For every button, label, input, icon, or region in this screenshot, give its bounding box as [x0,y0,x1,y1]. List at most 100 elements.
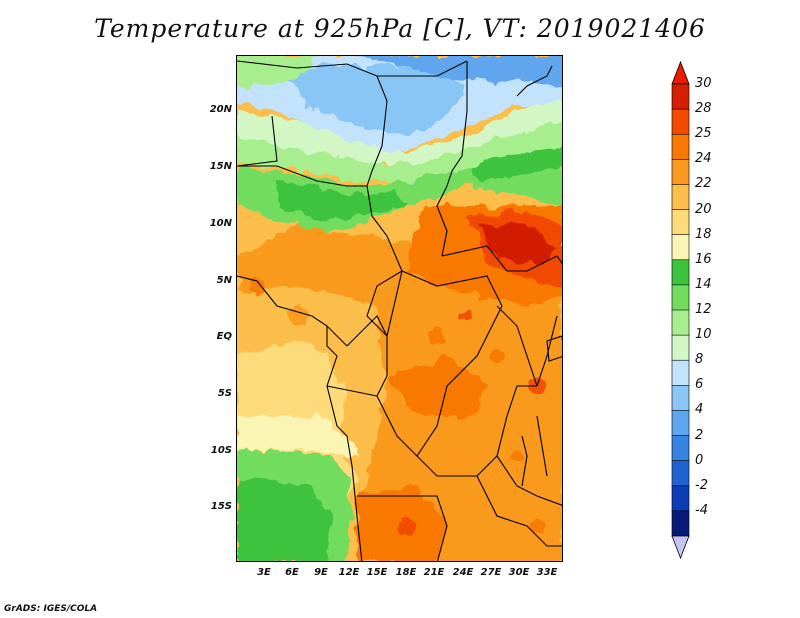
contour-fill-16-atlantic [237,476,332,561]
contour-fill-16-sudan [467,141,562,181]
contour-fill-10 [237,96,562,166]
colorbar-swatch [671,410,690,437]
colorbar-label: 30 [695,76,712,91]
colorbar-swatch [671,259,690,286]
colorbar-label: 4 [695,402,704,418]
colorbar-label: 12 [695,302,712,317]
border-line [401,270,503,307]
colorbar-label: 20 [695,201,712,217]
colorbar-swatch [671,159,690,186]
border-line [346,305,503,457]
border-line [496,305,538,387]
colorbar-label: 0 [695,452,704,468]
colorbar-swatch [671,133,690,161]
colorbar-swatch [671,234,690,261]
colorbar-swatch [671,359,690,387]
credit-text: GrADS: IGES/COLA [4,604,98,614]
colorbar-label: 2 [695,427,704,443]
map-panel [236,55,563,562]
colorbar-label: 14 [695,276,712,292]
colorbar-label: -4 [695,502,708,518]
colorbar-label: 10 [695,327,712,343]
contour-fill-16-sahel [277,181,407,221]
border-line [366,270,403,338]
lat-tick-label: 15S [210,501,232,512]
colorbar-swatch [671,460,690,487]
lon-tick-label: 15E [366,567,388,578]
lon-tick-label: 24E [452,567,474,578]
border-line [366,185,403,272]
contour-fill-12 [237,111,562,181]
lat-tick-label: 15N [209,161,232,172]
colorbar-swatch [671,309,690,336]
border-line [536,315,558,387]
colorbar-swatch [671,385,690,412]
lon-tick-label: 9E [314,567,328,578]
border-line [556,255,562,265]
colorbar-swatch [671,485,690,512]
colorbar-swatch [671,184,690,211]
colorbar-swatch [671,510,690,537]
lat-tick-label: 10N [209,218,232,229]
lake-outline [536,415,548,477]
lat-tick-label: EQ [216,331,232,342]
contour-fill-18 [237,416,357,456]
border-line [366,75,388,187]
lat-tick-label: 20N [209,104,232,115]
coastline [516,65,553,97]
contour-fill-6 [277,66,467,136]
speckle [429,328,445,344]
colorbar-swatch [671,108,690,136]
lon-tick-label: 3E [257,567,271,578]
lon-tick-label: 30E [508,567,530,578]
speckle [287,306,307,326]
colorbar-swatch [671,209,690,236]
speckle [511,450,523,462]
colorbar-swatch [671,83,690,110]
colorbar-label: 16 [695,251,712,267]
colorbar-bottom-arrow [671,535,690,560]
colorbar-label: 25 [695,126,712,142]
colorbar [671,60,690,560]
border-line [446,61,468,187]
lon-tick-label: 18E [395,567,417,578]
lake-outline [521,435,528,487]
lat-tick-label: 5S [217,388,232,399]
contour-fill-30 [477,224,557,266]
lake-outline [546,335,562,362]
coastline [326,326,363,561]
coastline [237,275,348,347]
speckle [461,310,473,322]
border-line [436,185,448,257]
colorbar-label: 28 [695,101,712,117]
border-line [326,385,378,397]
border-line [476,475,562,547]
speckle [490,349,504,363]
colorbar-label: 8 [695,352,704,368]
speckle [529,518,545,534]
border-line [496,385,537,457]
colorbar-label: 18 [695,226,712,242]
border-line [237,115,278,167]
border-line [237,60,468,77]
chart-title: Temperature at 925hPa [C], VT: 201902140… [94,14,706,43]
lat-tick-label: 5N [216,275,232,286]
colorbar-label: 6 [695,377,704,393]
lon-tick-label: 27E [480,567,502,578]
colorbar-label: 22 [695,176,712,192]
speckle [249,278,265,294]
border-line [237,165,367,187]
lon-tick-label: 33E [536,567,558,578]
lon-tick-label: 12E [338,567,360,578]
country-borders [237,60,562,561]
lon-tick-label: 6E [285,567,299,578]
colorbar-swatch [671,284,690,311]
temperature-map [237,56,562,561]
colorbar-swatch [671,334,690,362]
lat-tick-label: 10S [210,445,232,456]
speckle [398,517,416,535]
colorbar-label: -2 [695,477,708,493]
colorbar-label: 24 [695,151,712,167]
border-line [441,245,558,272]
